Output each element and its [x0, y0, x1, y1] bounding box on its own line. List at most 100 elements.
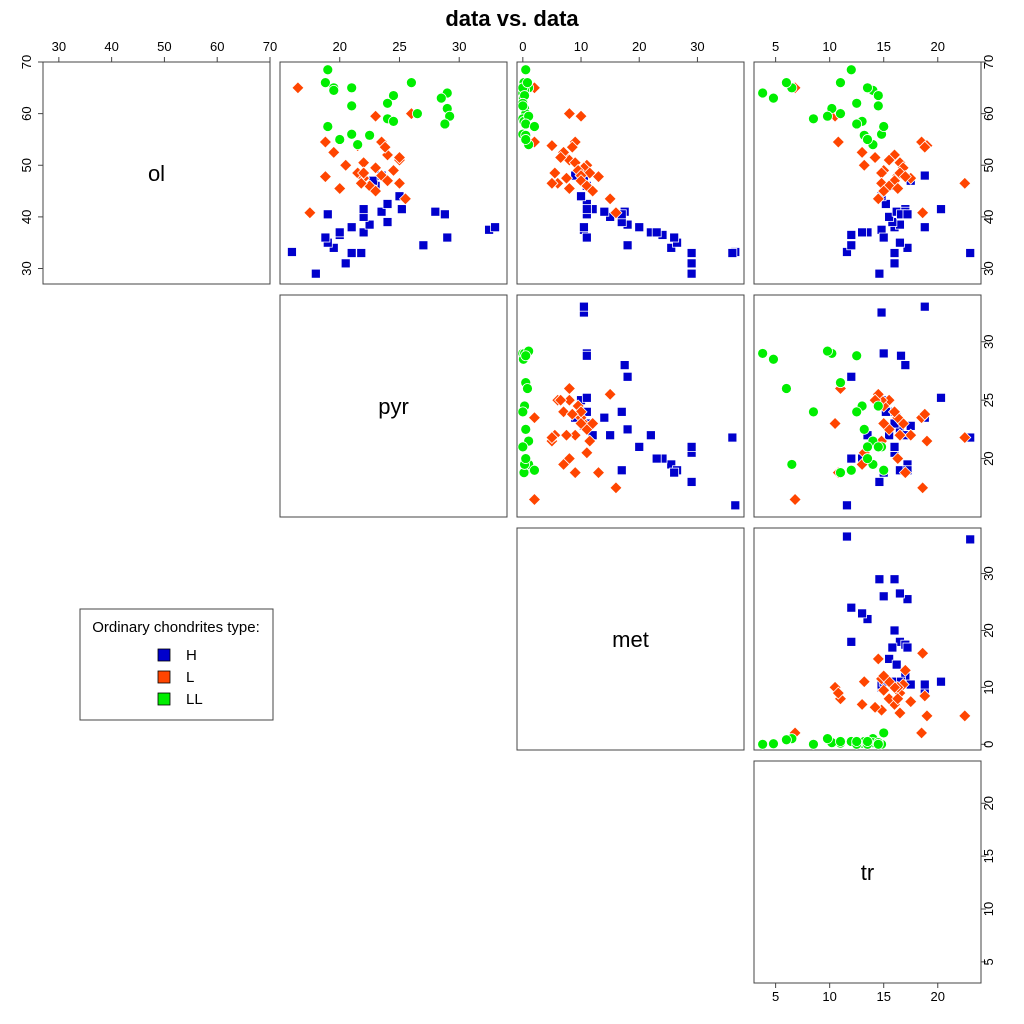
- panel-ol-ol: ol: [42, 61, 271, 285]
- point-H-1: [874, 268, 885, 279]
- point-L-1: [920, 709, 934, 723]
- point-L-14: [891, 452, 905, 466]
- point-H-0: [287, 247, 297, 257]
- point-LL-3: [757, 348, 769, 359]
- panel-frame: [516, 61, 745, 285]
- point-LL-21: [520, 134, 532, 145]
- panel-met-tr: [753, 527, 982, 751]
- point-H-25: [439, 209, 450, 220]
- point-LL-20: [529, 464, 540, 476]
- point-L-26: [958, 176, 972, 190]
- point-LL-3: [757, 738, 769, 750]
- point-H-27: [396, 204, 407, 215]
- point-H-23: [579, 301, 589, 312]
- point-H-9: [889, 625, 900, 636]
- top-tick-label-ol: 60: [210, 39, 224, 54]
- point-L-17: [916, 646, 930, 660]
- bottom-tick-label-tr: 15: [876, 989, 890, 1004]
- point-H-23: [919, 679, 930, 690]
- point-LL-19: [872, 738, 884, 750]
- top-tick-label-tr: 20: [931, 39, 945, 54]
- point-H-29: [334, 227, 345, 238]
- point-L-24: [357, 166, 371, 180]
- point-L-1: [920, 434, 934, 448]
- point-LL-6: [835, 736, 846, 747]
- point-LL-12: [328, 84, 340, 96]
- point-LL-4: [768, 738, 779, 750]
- point-H-7: [846, 453, 857, 464]
- point-LL-0: [845, 64, 857, 76]
- point-L-16: [603, 387, 617, 401]
- point-H-1: [874, 477, 885, 487]
- point-L-26: [545, 176, 559, 190]
- point-LL-19: [872, 441, 884, 453]
- point-L-16: [871, 192, 885, 206]
- point-H-24: [900, 360, 911, 371]
- point-H-7: [846, 230, 857, 240]
- point-H-3: [346, 248, 357, 258]
- legend-label-H: H: [186, 647, 197, 664]
- point-H-14: [358, 204, 369, 215]
- point-H-10: [364, 219, 375, 230]
- point-LL-0: [845, 464, 857, 476]
- point-H-13: [599, 412, 610, 423]
- point-H-24: [619, 360, 630, 371]
- top-tick-label-pyr: 30: [452, 39, 466, 54]
- point-L-23: [868, 700, 882, 714]
- point-H-12: [605, 430, 616, 441]
- point-L-5: [580, 446, 594, 460]
- point-L-26: [545, 430, 559, 445]
- right-tick-label-pyr: 30: [981, 335, 996, 349]
- point-H-6: [669, 232, 680, 243]
- point-L-22: [855, 697, 869, 712]
- point-LL-21: [334, 134, 346, 145]
- point-L-24: [893, 706, 907, 720]
- point-H-9: [889, 441, 900, 452]
- legend-label-LL: LL: [186, 691, 203, 708]
- top-tick-label-met: 30: [690, 39, 704, 54]
- point-H-23: [490, 222, 500, 233]
- point-H-21: [878, 348, 889, 359]
- point-H-26: [965, 534, 976, 545]
- point-L-21: [831, 135, 845, 149]
- point-H-25: [896, 350, 906, 361]
- point-LL-13: [862, 441, 873, 453]
- right-tick-label-ol: 50: [981, 158, 996, 172]
- axes: 30 40 50 60 70 20 25 30 0 10 20 30 5 10 15 205 10 15 20304…: [19, 39, 996, 1004]
- point-L-27: [565, 407, 579, 421]
- variable-label-pyr: pyr: [378, 394, 409, 419]
- point-H-10: [622, 424, 633, 435]
- panel-frame: [279, 294, 508, 518]
- panel-frame: [753, 760, 982, 984]
- point-H-9: [346, 222, 357, 233]
- right-tick-label-tr: 20: [981, 796, 996, 810]
- point-L-23: [554, 150, 568, 165]
- legend-box: [79, 608, 274, 721]
- right-tick-label-met: 20: [981, 623, 996, 637]
- point-L-24: [548, 166, 562, 180]
- point-H-5: [895, 588, 905, 599]
- point-L-4: [568, 428, 582, 442]
- point-L-25: [898, 170, 912, 184]
- point-LL-7: [808, 738, 819, 750]
- point-H-29: [651, 227, 662, 238]
- point-L-10: [904, 695, 918, 709]
- point-L-27: [918, 689, 932, 703]
- right-tick-label-ol: 40: [981, 210, 996, 224]
- panel-frame: [42, 61, 271, 285]
- panel-tr-tr: tr: [753, 760, 982, 984]
- panel-frame: [753, 527, 982, 751]
- point-H-22: [846, 371, 857, 382]
- top-tick-label-tr: 5: [772, 39, 779, 54]
- point-LL-16: [517, 406, 529, 418]
- point-L-16: [603, 192, 617, 206]
- point-L-17: [916, 481, 930, 495]
- point-LL-10: [858, 423, 870, 435]
- top-tick-label-ol: 50: [157, 39, 171, 54]
- point-H-8: [358, 227, 369, 238]
- point-LL-18: [851, 118, 863, 130]
- point-L-17: [609, 206, 623, 220]
- point-L-18: [828, 416, 842, 431]
- point-H-13: [599, 206, 610, 217]
